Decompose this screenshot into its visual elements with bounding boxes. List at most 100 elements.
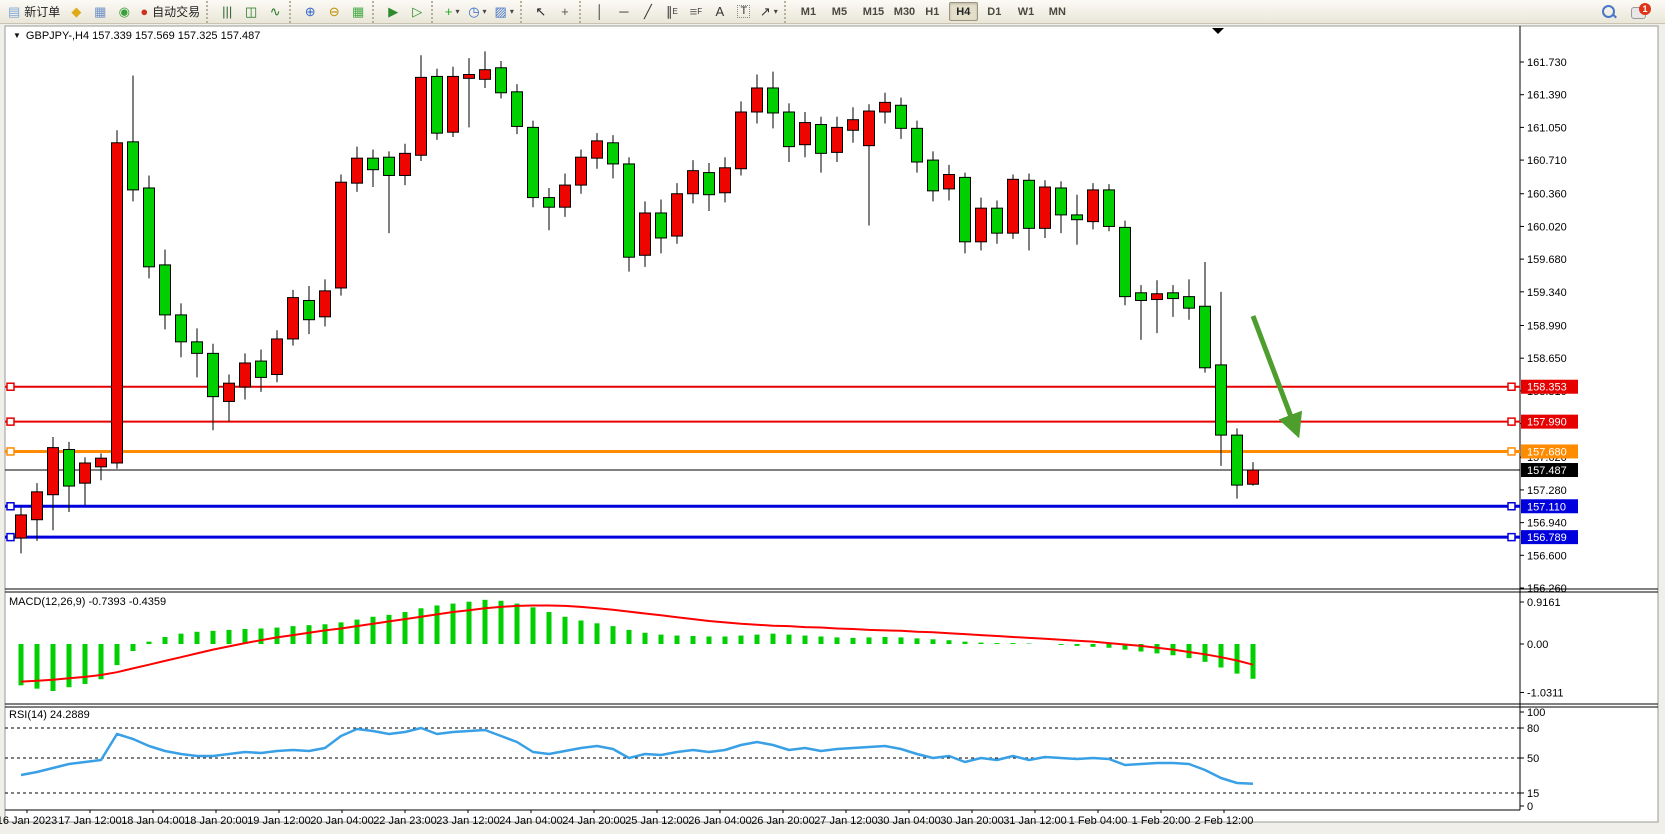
tile-windows-button[interactable]: ▦ <box>347 2 369 22</box>
price-badge <box>1521 530 1578 545</box>
price-tick: 158.650 <box>1527 353 1567 365</box>
line-chart-button[interactable]: ∿ <box>264 2 286 22</box>
toolbar-group-chart-type: ||| ◫ ∿ <box>206 0 287 23</box>
market-watch-button[interactable]: ◆ <box>65 2 87 22</box>
hline-handle[interactable] <box>6 532 15 542</box>
macd-bar <box>402 612 408 644</box>
candle-body <box>831 126 843 153</box>
data-window-button[interactable]: ▦ <box>89 2 111 22</box>
hline-handle[interactable] <box>6 502 15 511</box>
hline-handle[interactable] <box>1507 502 1516 511</box>
hline-handle[interactable] <box>1507 532 1516 542</box>
horizontal-line-button[interactable]: ─ <box>613 2 635 22</box>
macd-bar <box>1218 644 1224 668</box>
time-tick: 30 Jan 04:00 <box>877 815 941 827</box>
timeframe-w1-button[interactable]: W1 <box>1011 2 1040 21</box>
timeframe-d1-button[interactable]: D1 <box>980 2 1009 21</box>
candle-body <box>191 341 203 354</box>
macd-bar <box>514 603 520 644</box>
macd-bar <box>898 637 904 644</box>
toolbar-right: 1 <box>1601 2 1651 20</box>
navigator-button[interactable]: ◉ <box>113 2 135 22</box>
candle-body <box>959 176 971 243</box>
candle-body <box>79 462 91 484</box>
new-chart-button[interactable]: + ▾ <box>441 2 463 22</box>
time-tick: 22 Jan 23:00 <box>373 815 437 827</box>
rsi-levels <box>5 727 1520 794</box>
trendline-button[interactable]: ╱ <box>637 2 659 22</box>
price-badge <box>1521 463 1578 478</box>
bar-chart-button[interactable]: ||| <box>216 2 238 22</box>
macd-bar <box>50 644 56 691</box>
auto-scroll-button[interactable]: ▶ <box>382 2 404 22</box>
candle-body <box>495 67 507 94</box>
vertical-line-button[interactable]: │ <box>589 2 611 22</box>
timeframe-m5-button[interactable]: M5 <box>825 2 854 21</box>
search-button[interactable] <box>1601 4 1617 20</box>
arrow-annotation[interactable] <box>1250 315 1303 439</box>
candle-body <box>127 141 139 191</box>
hline-handle[interactable] <box>6 447 15 456</box>
macd-bar <box>146 641 152 644</box>
macd-bar <box>1202 644 1208 662</box>
time-tick: 26 Jan 20:00 <box>751 815 815 827</box>
candle-body <box>943 174 955 190</box>
time-axis: 16 Jan 2023 17 Jan 12:00 18 Jan 04:00 18 Ja… <box>0 810 1253 827</box>
chart-shift-marker[interactable] <box>1212 28 1224 34</box>
timeframe-mn-button[interactable]: MN <box>1042 2 1071 21</box>
zoom-in-button[interactable]: ⊕ <box>299 2 321 22</box>
macd-bar <box>226 629 232 644</box>
candlestick-chart-button[interactable]: ◫ <box>240 2 262 22</box>
chart-window[interactable] <box>4 25 1659 823</box>
macd-bar <box>882 636 888 644</box>
channel-icon: ∥ <box>665 4 673 19</box>
text-button[interactable]: A <box>709 2 731 22</box>
macd-bar <box>34 644 40 689</box>
price-tick: 157.280 <box>1527 485 1567 497</box>
fibonacci-button[interactable]: ≡ F <box>685 2 707 22</box>
timeframe-m1-button[interactable]: M1 <box>794 2 823 21</box>
macd-bar <box>978 642 984 644</box>
zoom-out-button[interactable]: ⊖ <box>323 2 345 22</box>
new-chart-icon: + <box>444 4 453 19</box>
notifications-button[interactable]: 1 <box>1631 2 1651 20</box>
chevron-down-icon: ▾ <box>455 6 460 16</box>
channel-button[interactable]: ∥ E <box>661 2 683 22</box>
macd-bar <box>594 623 600 644</box>
arrows-button[interactable]: ↗ ▾ <box>757 2 781 22</box>
cursor-button[interactable]: ↖ <box>530 2 552 22</box>
text-label-button[interactable]: T <box>733 2 755 22</box>
price-badge-label: 157.990 <box>1527 417 1567 429</box>
macd-panel <box>18 599 1256 691</box>
hline-handle[interactable] <box>6 417 15 426</box>
candle-body <box>479 69 491 80</box>
timeframe-m15-button[interactable]: M15 <box>856 2 885 21</box>
candle-body <box>623 163 635 258</box>
auto-trading-button-label: 自动交易 <box>152 4 201 19</box>
macd-bar <box>706 636 712 644</box>
timeframe-h1-button[interactable]: H1 <box>918 2 947 21</box>
rsi-line <box>20 726 1254 785</box>
auto-trading-button[interactable]: ● 自动交易 <box>137 2 203 22</box>
hline-handle[interactable] <box>1507 382 1516 391</box>
hline-handle[interactable] <box>6 382 15 391</box>
new-order-button[interactable]: ▤ 新订单 <box>5 2 63 22</box>
periods-button[interactable]: ◷ ▾ <box>465 2 489 22</box>
candle-body <box>799 122 811 146</box>
hline-handle[interactable] <box>1507 447 1516 456</box>
hline-handle[interactable] <box>1507 417 1516 426</box>
candle-body <box>847 119 859 131</box>
chart-shift-button[interactable]: ▷ <box>406 2 428 22</box>
macd-bar <box>114 644 120 666</box>
candle-body <box>815 124 827 154</box>
candle-body <box>1135 292 1147 301</box>
timeframe-h4-button[interactable]: H4 <box>948 2 978 21</box>
crosshair-button[interactable]: + <box>554 2 576 22</box>
price-tick: 160.020 <box>1527 221 1567 233</box>
template-button[interactable]: ▨ ▾ <box>492 2 517 22</box>
chevron-down-icon[interactable]: ▼ <box>13 31 21 40</box>
cursor-icon: ↖ <box>535 4 547 19</box>
timeframe-m30-button[interactable]: M30 <box>887 2 916 21</box>
candle-body <box>543 197 555 208</box>
